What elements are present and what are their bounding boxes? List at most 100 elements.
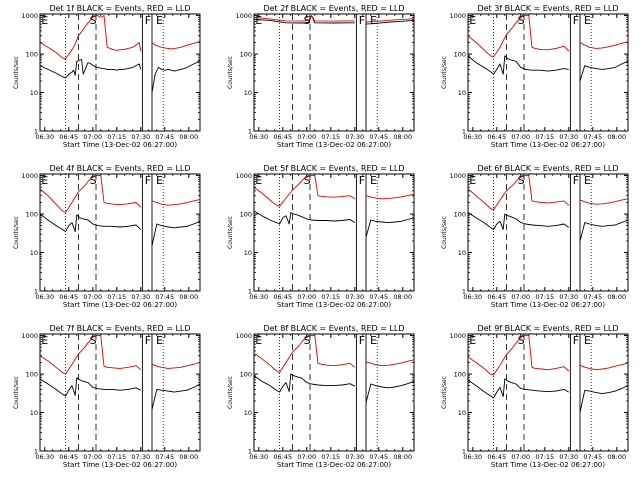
panel-title: Det 7f BLACK = Events, RED = LLD	[49, 324, 190, 333]
x-tick-label: 08:00	[393, 293, 412, 301]
plot-frame	[39, 13, 201, 132]
x-tick-label: 08:00	[179, 453, 198, 461]
panel-title: Det 9f BLACK = Events, RED = LLD	[477, 324, 618, 333]
x-tick-label: 07:15	[535, 133, 554, 141]
x-tick-label: 07:00	[83, 133, 102, 141]
y-tick-label: 1	[462, 287, 466, 295]
y-tick-label: 100	[454, 370, 466, 378]
lld-series-line	[253, 15, 355, 22]
plot-frame	[39, 333, 201, 452]
region-letter-f: F	[145, 174, 151, 187]
events-series-line	[253, 373, 356, 393]
x-tick-label: 06:30	[249, 453, 268, 461]
lld-series-line	[39, 175, 142, 213]
x-tick-label: 06:45	[487, 453, 506, 461]
events-series-line	[39, 59, 142, 79]
events-series-line	[253, 15, 355, 24]
x-tick-label: 07:45	[369, 453, 388, 461]
x-tick-label: 07:30	[559, 133, 578, 141]
region-letter-e: E	[469, 14, 476, 27]
events-series-line	[579, 219, 629, 242]
x-tick-label: 06:30	[35, 133, 54, 141]
x-tick-label: 06:45	[273, 293, 292, 301]
events-series-line	[39, 213, 142, 233]
y-tick-label: 100	[454, 50, 466, 58]
x-tick-label: 06:30	[35, 453, 54, 461]
x-tick-label: 08:00	[393, 453, 412, 461]
region-letter-e: E	[370, 334, 377, 347]
x-tick-label: 06:30	[463, 293, 482, 301]
x-tick-label: 07:30	[131, 453, 150, 461]
events-series-line	[579, 60, 629, 82]
region-letter-f: F	[145, 334, 151, 347]
y-tick-label: 100	[26, 210, 38, 218]
y-tick-label: 1000	[21, 12, 38, 20]
x-tick-label: 07:15	[107, 293, 126, 301]
region-letter-e: E	[370, 14, 377, 27]
region-letter-e: E	[469, 174, 476, 187]
x-tick-label: 06:45	[273, 133, 292, 141]
events-series-line	[365, 380, 415, 403]
lld-series-line	[253, 175, 356, 207]
lld-series-line	[579, 362, 629, 371]
panel-title: Det 3f BLACK = Events, RED = LLD	[477, 4, 618, 13]
region-letter-e: E	[255, 174, 262, 187]
x-tick-label: 07:00	[511, 133, 530, 141]
lld-series-line	[579, 198, 629, 205]
region-letter-e: E	[469, 334, 476, 347]
x-tick-label: 07:45	[155, 133, 174, 141]
x-tick-label: 07:45	[155, 293, 174, 301]
y-tick-label: 1	[462, 447, 466, 455]
plot-frame	[253, 13, 415, 132]
x-tick-label: 08:00	[179, 293, 198, 301]
y-tick-label: 10	[458, 409, 466, 417]
lld-series-line	[151, 198, 201, 206]
y-tick-label: 100	[454, 210, 466, 218]
y-tick-label: 10	[244, 89, 252, 97]
panel-title: Det 1f BLACK = Events, RED = LLD	[49, 4, 190, 13]
y-tick-label: 100	[240, 370, 252, 378]
events-series-line	[151, 59, 201, 93]
y-tick-label: 1	[34, 287, 38, 295]
region-letter-s: S	[518, 14, 525, 27]
x-tick-label: 07:15	[321, 133, 340, 141]
y-tick-label: 1000	[235, 332, 252, 340]
y-axis-label: Counts/sec	[227, 56, 234, 89]
region-letter-e: E	[255, 334, 262, 347]
region-letter-e: E	[41, 14, 48, 27]
y-tick-label: 10	[244, 249, 252, 257]
y-axis-label: Counts/sec	[13, 216, 20, 249]
y-axis-label: Counts/sec	[441, 216, 448, 249]
x-tick-label: 07:00	[511, 293, 530, 301]
y-tick-label: 1000	[449, 332, 466, 340]
x-tick-label: 07:15	[107, 133, 126, 141]
x-tick-label: 06:30	[35, 293, 54, 301]
x-tick-label: 07:45	[583, 293, 602, 301]
x-tick-label: 07:15	[535, 453, 554, 461]
x-tick-label: 07:00	[297, 133, 316, 141]
lld-series-line	[467, 175, 570, 211]
y-axis-label: Counts/sec	[13, 376, 20, 409]
panel-det-7: Det 7f BLACK = Events, RED = LLD 1 10 100 10…	[13, 324, 201, 469]
x-axis-label: Start Time (13-Dec-02 06:27:00)	[63, 141, 177, 149]
events-series-line	[39, 377, 142, 397]
y-tick-label: 1000	[449, 12, 466, 20]
panel-title: Det 4f BLACK = Events, RED = LLD	[49, 164, 190, 173]
y-axis-label: Counts/sec	[13, 56, 20, 89]
x-tick-label: 07:00	[297, 453, 316, 461]
region-letter-f: F	[145, 14, 151, 27]
x-tick-label: 08:00	[179, 133, 198, 141]
lld-series-line	[365, 359, 415, 367]
region-letter-e: E	[584, 174, 591, 187]
region-letter-s: S	[304, 174, 311, 187]
x-tick-label: 07:30	[345, 293, 364, 301]
panel-title: Det 5f BLACK = Events, RED = LLD	[263, 164, 404, 173]
x-tick-label: 06:45	[487, 293, 506, 301]
x-axis-label: Start Time (13-Dec-02 06:27:00)	[277, 301, 391, 309]
x-axis-label: Start Time (13-Dec-02 06:27:00)	[491, 301, 605, 309]
lld-series-line	[467, 15, 570, 58]
y-tick-label: 100	[26, 50, 38, 58]
y-tick-label: 1	[462, 127, 466, 135]
x-tick-label: 07:30	[131, 133, 150, 141]
